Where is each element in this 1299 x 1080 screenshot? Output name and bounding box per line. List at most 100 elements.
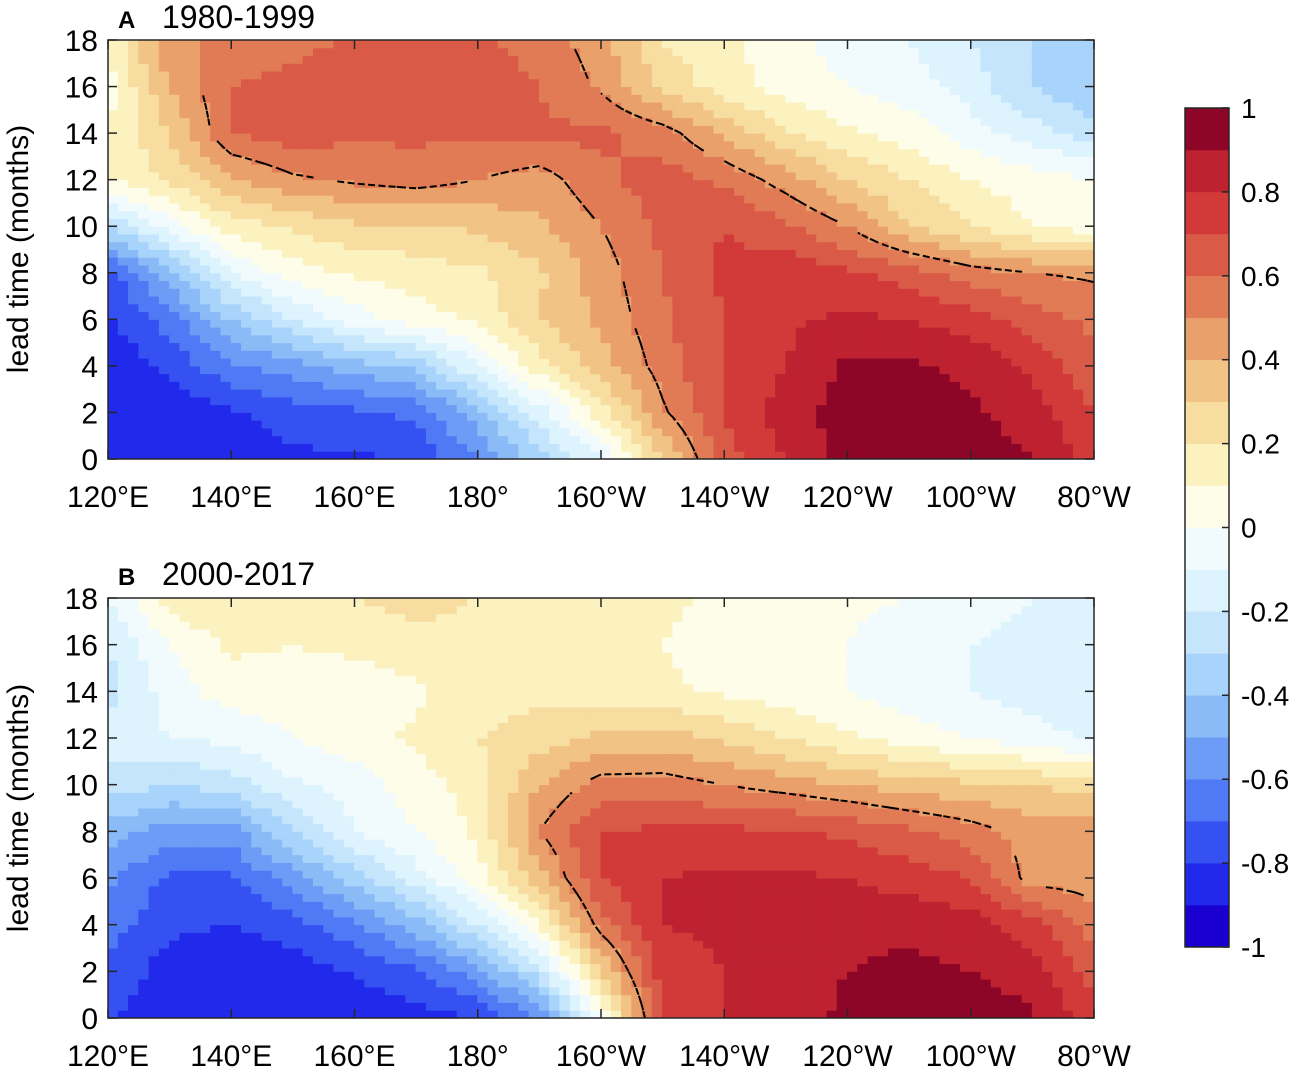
heatmap-cell [918, 342, 931, 351]
heatmap-cell [651, 427, 664, 437]
heatmap-cell [651, 249, 664, 258]
heatmap-cell [549, 357, 561, 367]
heatmap-cell [230, 171, 243, 181]
heatmap-cell [970, 442, 982, 452]
heatmap-cell [497, 78, 510, 88]
heatmap-cell [723, 435, 736, 444]
heatmap-cell [590, 303, 602, 313]
heatmap-cell [1083, 280, 1095, 289]
heatmap-cell [764, 55, 777, 64]
heatmap-cell [836, 326, 848, 336]
heatmap-cell [354, 256, 366, 266]
heatmap-cell [559, 280, 571, 289]
heatmap-cell [148, 163, 160, 173]
heatmap-cell [436, 148, 448, 157]
heatmap-cell [405, 427, 417, 437]
heatmap-cell [579, 241, 592, 250]
heatmap-cell [374, 241, 386, 250]
heatmap-cell [682, 303, 694, 313]
heatmap-cell [836, 264, 848, 274]
heatmap-cell [713, 311, 725, 320]
heatmap-cell [261, 132, 273, 142]
heatmap-cell [816, 132, 828, 142]
heatmap-cell [117, 194, 130, 204]
heatmap-cell [189, 55, 201, 64]
heatmap-cell [836, 241, 848, 250]
heatmap-cell [179, 264, 191, 274]
heatmap-cell [703, 334, 715, 344]
heatmap-cell [713, 419, 725, 429]
heatmap-cell [1042, 450, 1054, 460]
heatmap-cell [354, 186, 366, 196]
heatmap-cell [918, 373, 931, 382]
heatmap-cell [857, 435, 869, 444]
heatmap-cell [641, 427, 653, 437]
heatmap-cell [179, 388, 191, 398]
heatmap-cell [456, 155, 468, 165]
heatmap-cell [148, 217, 160, 227]
heatmap-cell [436, 280, 448, 289]
heatmap-cell [333, 303, 345, 313]
heatmap-cell [703, 419, 715, 429]
heatmap-cell [230, 155, 243, 165]
heatmap-cell [857, 318, 869, 328]
heatmap-cell [466, 357, 479, 367]
heatmap-cell [1062, 396, 1074, 406]
heatmap-cell [898, 326, 910, 336]
heatmap-cell [261, 450, 273, 460]
heatmap-cell [682, 186, 694, 196]
heatmap-cell [405, 124, 417, 134]
heatmap-cell [395, 140, 407, 150]
heatmap-cell [487, 225, 499, 235]
heatmap-cell [415, 109, 427, 119]
heatmap-cell [292, 442, 304, 452]
heatmap-cell [836, 109, 848, 119]
heatmap-cell [723, 109, 736, 119]
heatmap-cell [621, 380, 633, 390]
heatmap-cell [343, 210, 355, 219]
heatmap-cell [1042, 280, 1054, 289]
heatmap-cell [312, 334, 325, 344]
heatmap-cell [908, 62, 920, 72]
heatmap-cell [959, 109, 972, 119]
heatmap-cell [446, 404, 458, 413]
heatmap-cell [312, 62, 325, 72]
heatmap-cell [949, 117, 961, 126]
heatmap-cell [805, 326, 818, 336]
heatmap-cell [1001, 86, 1013, 95]
heatmap-cell [549, 411, 561, 421]
heatmap-cell [354, 388, 366, 398]
heatmap-cell [1052, 388, 1064, 398]
heatmap-cell [826, 217, 838, 227]
heatmap-cell [775, 380, 787, 390]
heatmap-cell [343, 70, 355, 80]
heatmap-cell [692, 342, 705, 351]
heatmap-cell [354, 404, 366, 413]
heatmap-cell [343, 233, 355, 243]
heatmap-cell [877, 442, 890, 452]
heatmap-cell [271, 295, 284, 305]
heatmap-cell [333, 334, 345, 344]
heatmap-cell [487, 217, 499, 227]
heatmap-cell [487, 62, 499, 72]
heatmap-cell [847, 419, 859, 429]
heatmap-cell [816, 380, 828, 390]
heatmap-cell [1062, 373, 1074, 382]
heatmap-cell [990, 435, 1003, 444]
heatmap-cell [888, 404, 900, 413]
heatmap-cell [292, 210, 304, 219]
heatmap-cell [271, 86, 284, 95]
heatmap-cell [631, 101, 643, 111]
heatmap-cell [980, 186, 992, 196]
heatmap-cell [169, 202, 181, 212]
heatmap-cell [436, 225, 448, 235]
heatmap-cell [734, 411, 746, 421]
heatmap-cell [261, 396, 273, 406]
heatmap-cell [867, 365, 879, 375]
heatmap-cell [292, 225, 304, 235]
heatmap-cell [189, 163, 201, 173]
heatmap-cell [785, 217, 797, 227]
heatmap-cell [282, 303, 294, 313]
heatmap-cell [538, 86, 551, 95]
heatmap-cell [939, 411, 951, 421]
